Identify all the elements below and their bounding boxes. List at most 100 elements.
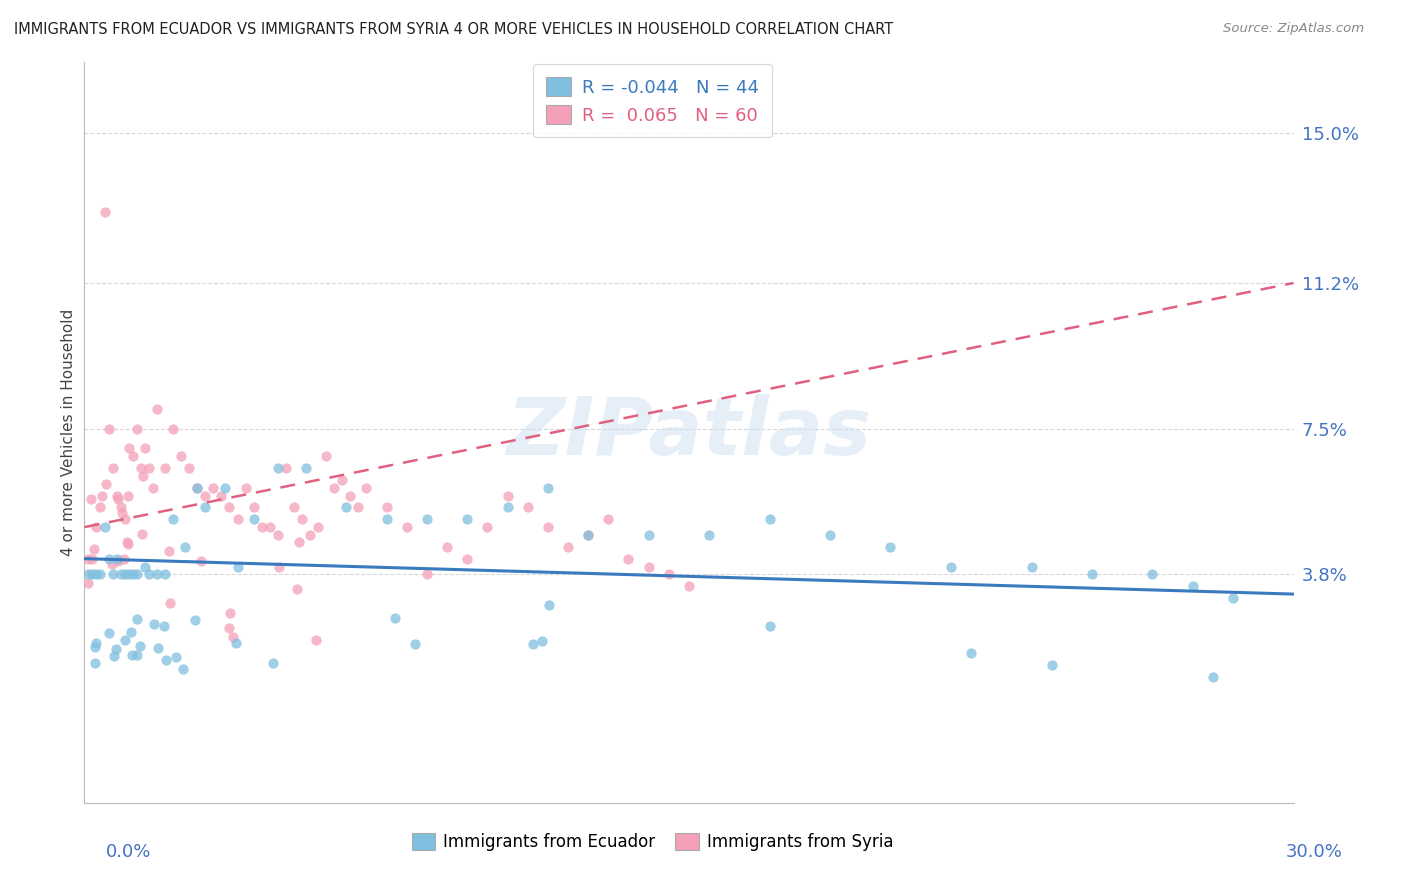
Point xyxy=(375,500,398,515)
Point xyxy=(84,640,107,654)
Point xyxy=(209,489,232,503)
Text: 30.0%: 30.0% xyxy=(1286,843,1343,861)
Point xyxy=(287,582,309,596)
Point xyxy=(142,481,165,495)
Point xyxy=(153,567,176,582)
Text: Source: ZipAtlas.com: Source: ZipAtlas.com xyxy=(1223,22,1364,36)
Point xyxy=(347,500,370,515)
Point xyxy=(146,402,169,417)
Point xyxy=(436,540,458,554)
Point xyxy=(315,449,337,463)
Point xyxy=(186,481,208,495)
Point xyxy=(105,642,128,657)
Point xyxy=(299,528,322,542)
Point xyxy=(103,648,125,663)
Point xyxy=(226,559,249,574)
Point xyxy=(267,528,290,542)
Point xyxy=(134,559,156,574)
Point xyxy=(146,567,169,582)
Point xyxy=(186,481,208,495)
Point xyxy=(134,442,156,456)
Point xyxy=(267,461,290,475)
Point xyxy=(115,535,138,549)
Point xyxy=(117,489,139,503)
Point xyxy=(125,567,148,582)
Point xyxy=(617,551,640,566)
Point xyxy=(557,540,579,554)
Point xyxy=(114,632,136,647)
Point xyxy=(1021,559,1043,574)
Point xyxy=(172,661,194,675)
Point xyxy=(162,512,184,526)
Point xyxy=(138,461,160,475)
Point xyxy=(218,500,240,515)
Point xyxy=(219,606,242,620)
Point xyxy=(97,422,120,436)
Point xyxy=(97,551,120,566)
Point xyxy=(112,551,135,566)
Text: ZIPatlas: ZIPatlas xyxy=(506,393,872,472)
Point xyxy=(758,618,780,632)
Point xyxy=(537,481,560,495)
Point xyxy=(83,541,105,556)
Point xyxy=(637,528,659,542)
Point xyxy=(118,442,141,456)
Point xyxy=(530,633,553,648)
Point xyxy=(262,656,284,670)
Point xyxy=(194,489,217,503)
Point xyxy=(818,528,841,542)
Point xyxy=(153,461,176,475)
Point xyxy=(101,567,124,582)
Point xyxy=(162,422,184,436)
Point xyxy=(537,599,560,613)
Point xyxy=(242,500,264,515)
Point xyxy=(131,527,153,541)
Point xyxy=(194,500,217,515)
Point xyxy=(165,649,187,664)
Point xyxy=(637,559,659,574)
Point xyxy=(107,492,129,507)
Point xyxy=(83,656,105,670)
Point xyxy=(125,648,148,663)
Point xyxy=(174,540,197,554)
Point xyxy=(416,512,439,526)
Point xyxy=(90,489,112,503)
Point xyxy=(89,500,111,515)
Point xyxy=(335,500,357,515)
Point xyxy=(295,461,318,475)
Point xyxy=(697,528,720,542)
Point xyxy=(384,611,406,625)
Point xyxy=(307,520,329,534)
Point xyxy=(125,612,148,626)
Point xyxy=(82,551,104,566)
Point xyxy=(93,520,115,534)
Point xyxy=(77,576,100,591)
Point xyxy=(259,520,281,534)
Point xyxy=(456,551,478,566)
Point xyxy=(101,558,124,572)
Point xyxy=(496,500,519,515)
Point xyxy=(143,617,166,632)
Point xyxy=(159,596,181,610)
Point xyxy=(305,633,328,648)
Point xyxy=(250,520,273,534)
Point xyxy=(1142,567,1164,582)
Point xyxy=(129,639,152,653)
Point xyxy=(658,567,681,582)
Point xyxy=(157,544,180,558)
Point xyxy=(1181,579,1204,593)
Point xyxy=(132,469,155,483)
Point xyxy=(105,551,128,566)
Point xyxy=(114,512,136,526)
Point xyxy=(416,567,439,582)
Point xyxy=(170,449,193,463)
Point xyxy=(939,559,962,574)
Point xyxy=(339,489,361,503)
Point xyxy=(1081,567,1104,582)
Point xyxy=(879,540,901,554)
Point xyxy=(94,476,117,491)
Point xyxy=(477,520,499,534)
Point xyxy=(218,621,240,635)
Point xyxy=(395,520,418,534)
Point xyxy=(1040,657,1063,672)
